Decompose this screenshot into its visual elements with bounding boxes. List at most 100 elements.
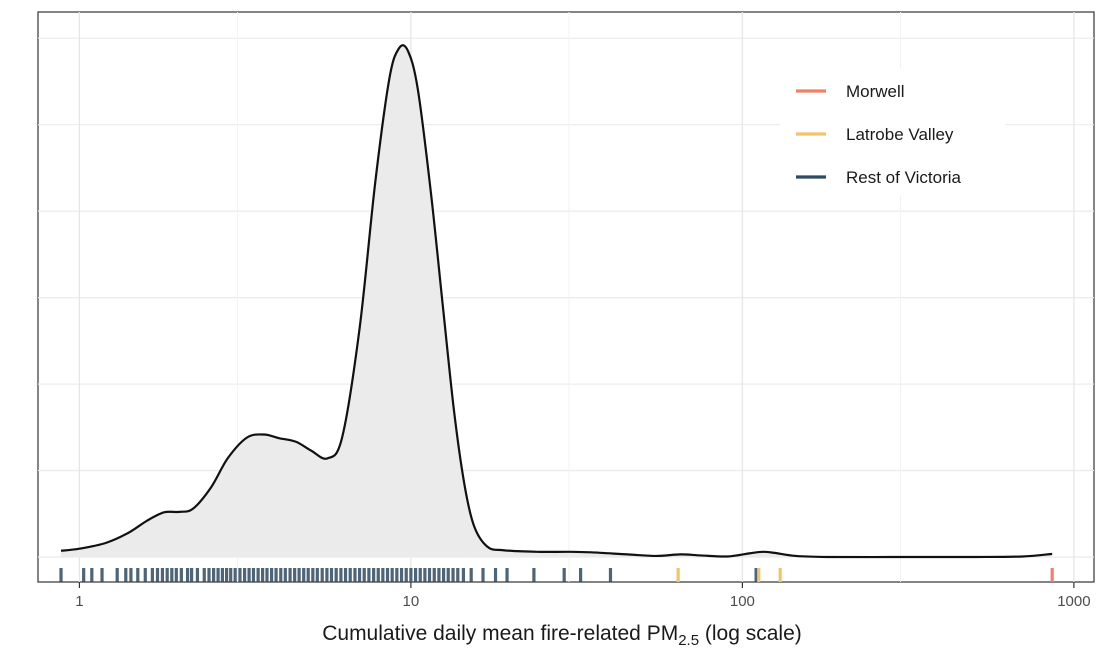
x-axis-title-subscript: 2.5 [678,632,699,649]
rug-mark-rest-of-victoria [288,568,292,582]
rug-mark-rest-of-victoria [59,568,63,582]
rug-mark-rest-of-victoria [256,568,260,582]
rug-mark-rest-of-victoria [238,568,242,582]
x-tick-label: 10 [403,593,420,610]
rug-mark-rest-of-victoria [265,568,269,582]
rug-mark-rest-of-victoria [212,568,216,582]
x-tick-label: 1000 [1057,593,1090,610]
x-tick-label: 100 [730,593,755,610]
density-line [60,44,1053,559]
rug-mark-latrobe-valley [676,568,680,582]
rug-mark-rest-of-victoria [283,568,287,582]
legend: Morwell Latrobe Valley Rest of Victoria [780,68,1005,196]
rug-mark-rest-of-victoria [115,568,119,582]
rug-mark-rest-of-victoria [297,568,301,582]
rug-mark-rest-of-victoria [320,568,324,582]
rug-mark-rest-of-victoria [461,568,465,582]
rug-mark-rest-of-victoria [578,568,583,582]
rug-mark-rest-of-victoria [170,568,174,582]
rug-mark-rest-of-victoria [754,568,758,582]
rug-mark-rest-of-victoria [427,568,432,582]
x-axis-title-suffix: (log scale) [699,622,802,645]
rug-mark-rest-of-victoria [532,568,536,582]
rug-mark-rest-of-victoria [469,568,473,582]
rug-mark-rest-of-victoria [136,568,140,582]
rug-mark-rest-of-victoria [437,568,441,582]
rug-mark-rest-of-victoria [311,568,315,582]
rug-mark-rest-of-victoria [608,568,613,582]
rug-mark-rest-of-victoria [207,568,211,582]
rug-mark-rest-of-victoria [202,568,206,582]
rug-mark-rest-of-victoria [165,568,169,582]
rug-mark-latrobe-valley [757,568,761,582]
rug-mark-rest-of-victoria [418,568,422,582]
rug-mark-rest-of-victoria [174,568,178,582]
rug-mark-rest-of-victoria [150,568,154,582]
rug-mark-rest-of-victoria [381,568,385,582]
rug-mark-rest-of-victoria [367,568,371,582]
rug-mark-rest-of-victoria [155,568,160,582]
x-tick-label: 1 [75,593,83,610]
rug-mark-rest-of-victoria [315,568,319,582]
rug-mark-rest-of-victoria [190,568,194,582]
rug-mark-rest-of-victoria [195,568,200,582]
rug-mark-rest-of-victoria [160,568,165,582]
rug-mark-rest-of-victoria [274,568,278,582]
rug-mark-rest-of-victoria [456,568,460,582]
rug-mark-rest-of-victoria [505,568,509,582]
rug-marks [59,568,1054,582]
rug-mark-rest-of-victoria [325,568,329,582]
rug-mark-rest-of-victoria [334,568,338,582]
rug-mark-rest-of-victoria [302,568,306,582]
rug-mark-rest-of-victoria [243,568,247,582]
rug-mark-rest-of-victoria [385,568,390,582]
legend-label: Morwell [846,82,905,101]
rug-mark-rest-of-victoria [261,568,265,582]
rug-mark-rest-of-victoria [225,568,229,582]
rug-mark-rest-of-victoria [179,568,183,582]
rug-mark-rest-of-victoria [220,568,225,582]
rug-mark-rest-of-victoria [399,568,404,582]
rug-mark-rest-of-victoria [306,568,310,582]
x-axis-title: Cumulative daily mean fire-related PM2.5… [322,622,802,649]
legend-label: Latrobe Valley [846,125,954,144]
rug-mark-rest-of-victoria [129,568,133,582]
rug-mark-rest-of-victoria [82,568,86,582]
rug-mark-rest-of-victoria [423,568,427,582]
rug-mark-rest-of-victoria [233,568,237,582]
rug-mark-rest-of-victoria [348,568,352,582]
rug-mark-rest-of-victoria [329,568,334,582]
rug-mark-rest-of-victoria [481,568,485,582]
rug-mark-rest-of-victoria [216,568,220,582]
rug-mark-rest-of-victoria [362,568,366,582]
legend-label: Rest of Victoria [846,168,962,187]
rug-mark-rest-of-victoria [442,568,446,582]
rug-mark-rest-of-victoria [413,568,418,582]
rug-mark-rest-of-victoria [124,568,128,582]
rug-mark-rest-of-victoria [562,568,566,582]
rug-mark-rest-of-victoria [343,568,348,582]
rug-mark-morwell [1050,568,1054,582]
legend-box [780,68,1005,196]
rug-mark-rest-of-victoria [279,568,283,582]
rug-mark-rest-of-victoria [339,568,343,582]
rug-mark-rest-of-victoria [357,568,362,582]
rug-mark-rest-of-victoria [100,568,104,582]
rug-mark-rest-of-victoria [390,568,394,582]
rug-mark-rest-of-victoria [293,568,297,582]
rug-mark-rest-of-victoria [372,568,376,582]
rug-mark-rest-of-victoria [353,568,357,582]
rug-mark-rest-of-victoria [270,568,274,582]
rug-mark-rest-of-victoria [451,568,455,582]
rug-mark-rest-of-victoria [432,568,436,582]
x-axis-title-main: Cumulative daily mean fire-related PM [322,622,678,645]
rug-mark-rest-of-victoria [395,568,399,582]
rug-mark-rest-of-victoria [376,568,380,582]
rug-mark-latrobe-valley [778,568,782,582]
rug-mark-rest-of-victoria [143,568,147,582]
rug-mark-rest-of-victoria [247,568,251,582]
rug-mark-rest-of-victoria [409,568,413,582]
rug-mark-rest-of-victoria [404,568,408,582]
rug-mark-rest-of-victoria [185,568,190,582]
